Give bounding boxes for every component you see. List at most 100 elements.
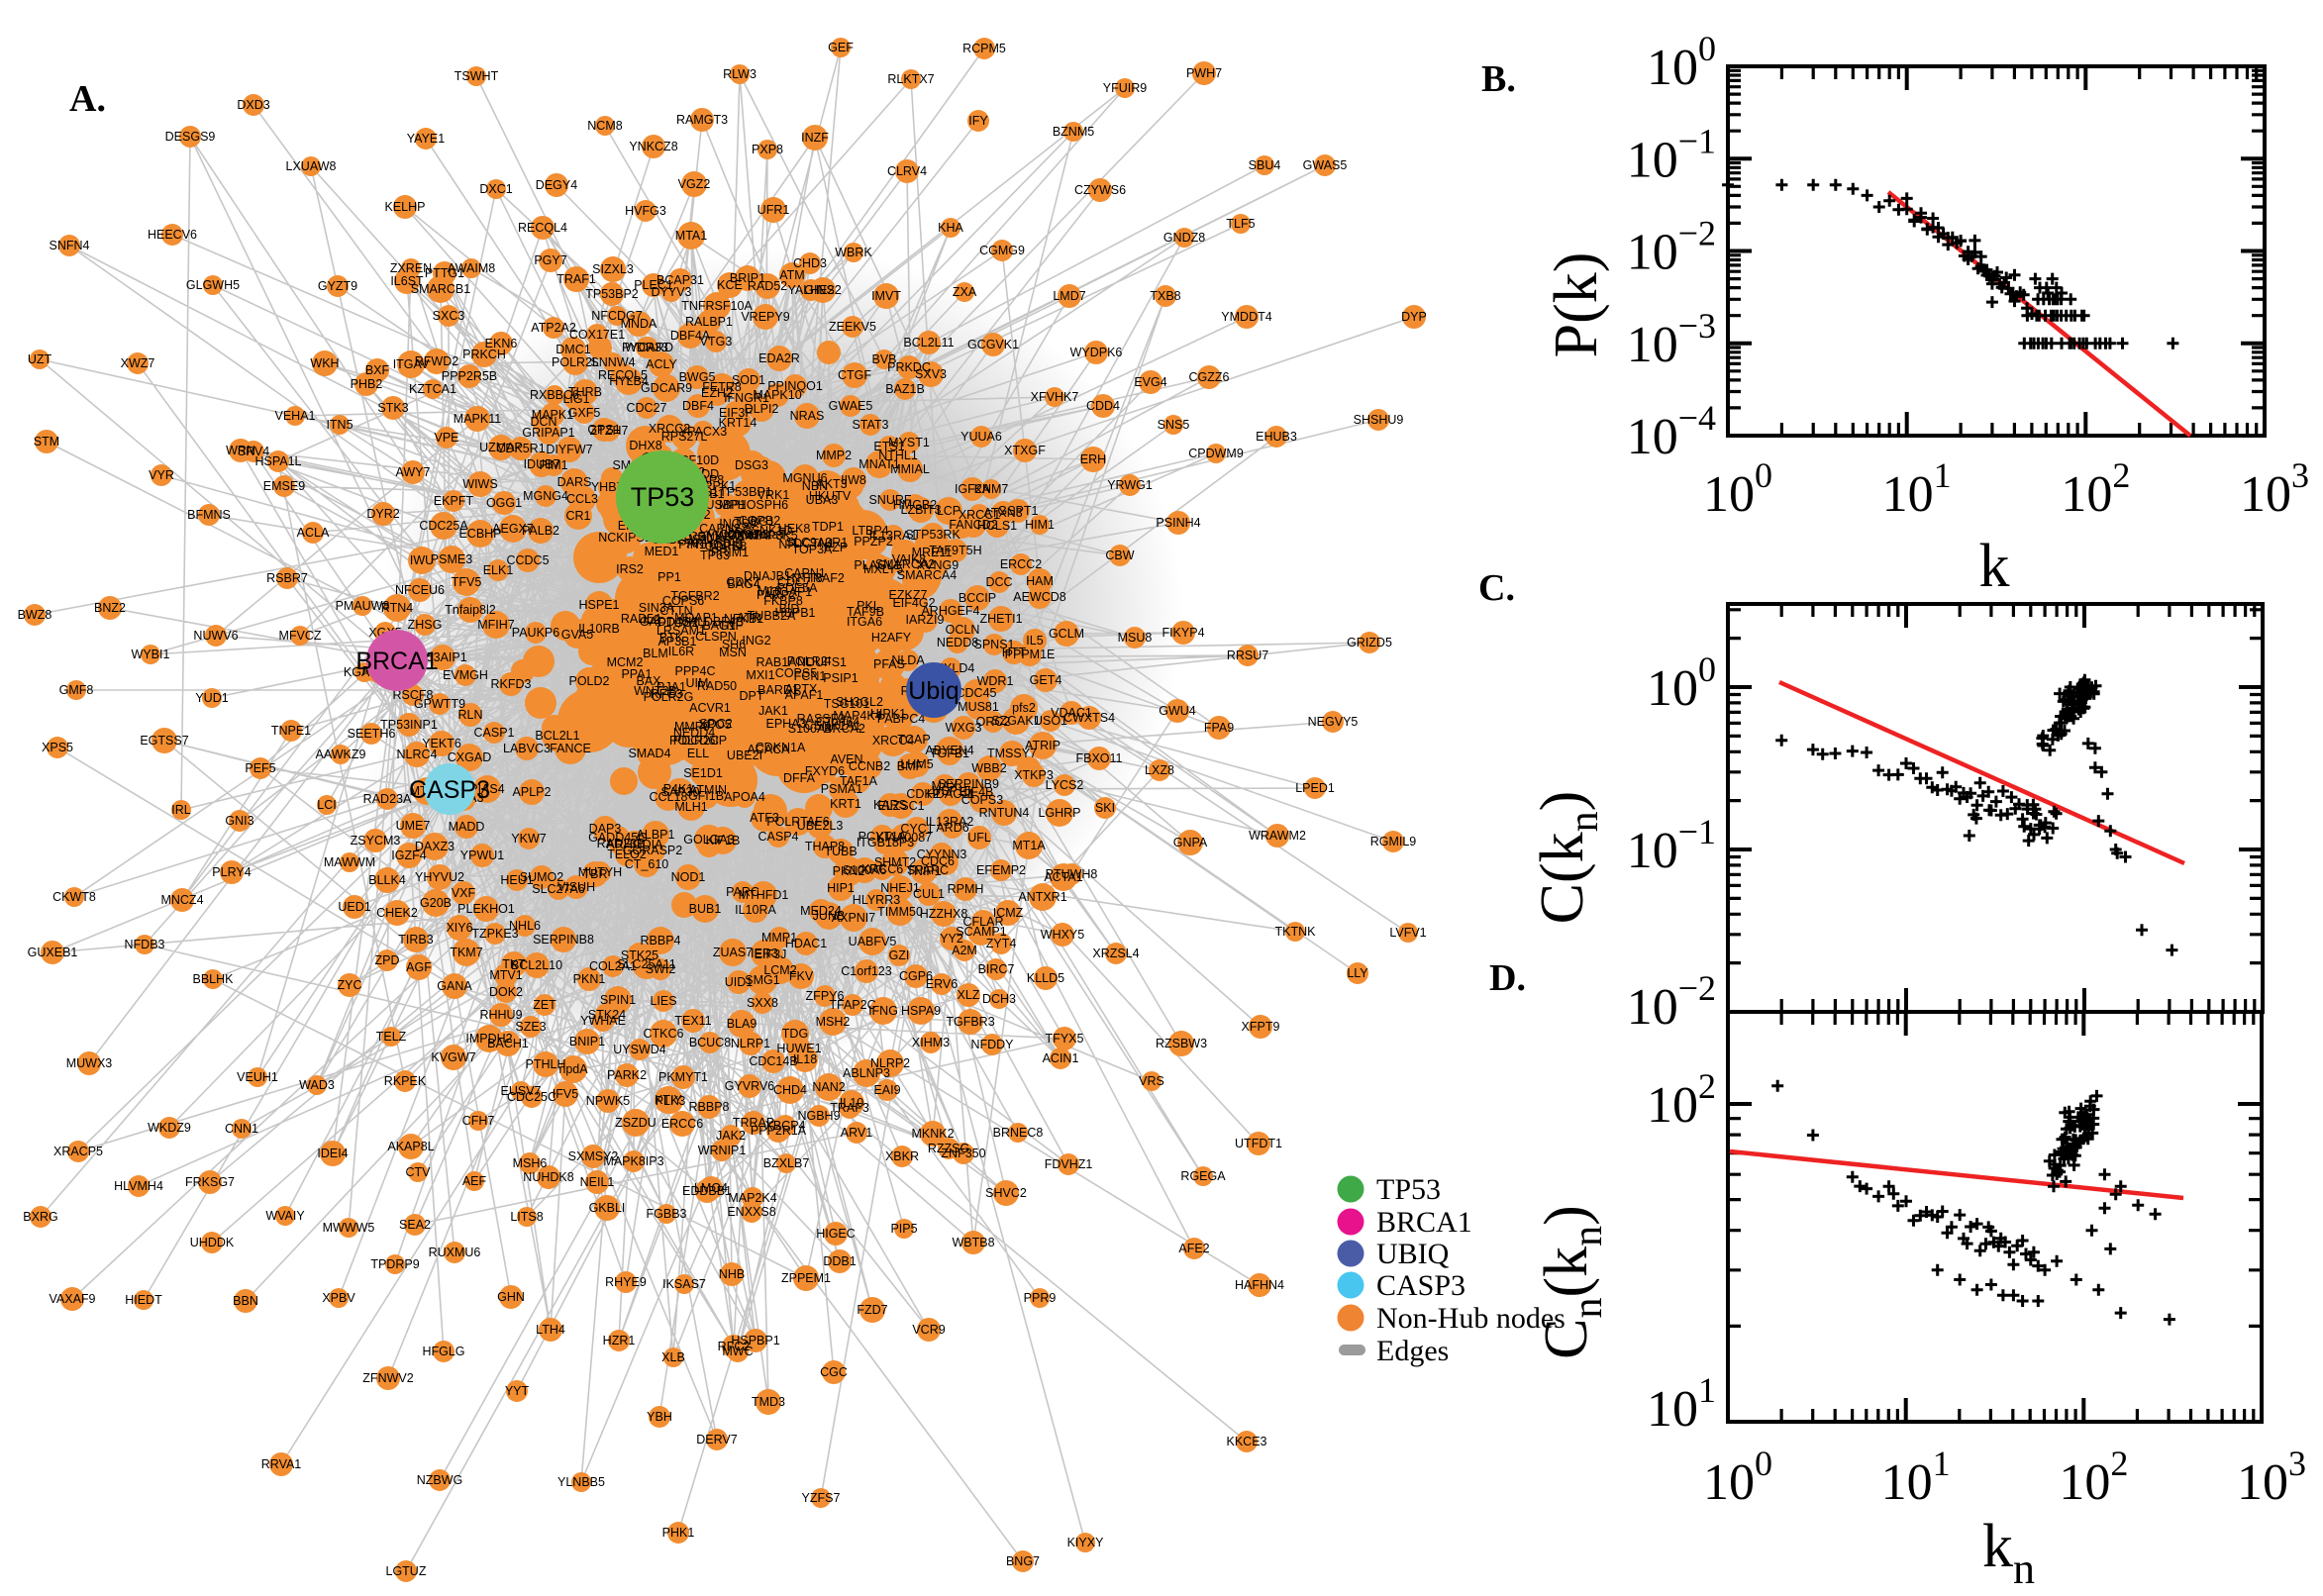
svg-text:M10: M10 [758,584,781,598]
svg-text:TRRAP: TRRAP [733,1116,774,1130]
svg-text:PSME3: PSME3 [431,552,472,566]
svg-text:FZD7: FZD7 [857,1303,887,1317]
svg-text:XIY6: XIY6 [446,921,472,935]
svg-text:STM: STM [34,435,59,449]
svg-text:ZNF350: ZNF350 [941,1147,985,1160]
svg-text:ACLA: ACLA [297,526,330,540]
svg-text:SZGAK1: SZGAK1 [991,714,1040,728]
svg-text:TDG: TDG [782,1027,808,1041]
svg-text:k: k [1979,533,2010,600]
svg-text:UID1: UID1 [725,975,754,989]
svg-text:MXLY5: MXLY5 [863,562,903,576]
svg-text:BZXLB7: BZXLB7 [763,1156,810,1170]
svg-text:PARK2: PARK2 [607,1068,647,1082]
svg-text:BRIP1: BRIP1 [730,271,765,285]
svg-text:YZFS7: YZFS7 [802,1491,841,1505]
svg-text:BZNM5: BZNM5 [1053,125,1094,139]
svg-text:APTX: APTX [785,682,818,696]
svg-text:BMF: BMF [897,759,924,773]
svg-text:AP3B1: AP3B1 [658,635,697,648]
svg-text:SERPINB9: SERPINB9 [938,777,999,791]
svg-text:CASP1: CASP1 [474,726,515,740]
svg-text:TMD3: TMD3 [752,1395,785,1409]
svg-text:MMIAL: MMIAL [890,462,930,476]
svg-text:BBN: BBN [233,1294,258,1308]
svg-text:NUHDK8: NUHDK8 [523,1170,573,1184]
svg-text:DOK2: DOK2 [489,985,523,999]
svg-text:BBLHK: BBLHK [193,972,235,986]
svg-text:PLEC1: PLEC1 [634,278,673,292]
svg-text:MAPK10: MAPK10 [753,388,801,402]
svg-text:IL6R: IL6R [668,645,694,658]
svg-text:SMARCB1: SMARCB1 [411,282,470,296]
svg-text:RPS27L: RPS27L [661,430,708,444]
svg-text:MMP2: MMP2 [816,449,852,462]
svg-text:RBBP8: RBBP8 [689,1100,730,1114]
svg-text:D.: D. [1489,957,1526,999]
svg-text:ZFPY6: ZFPY6 [806,989,845,1003]
svg-text:RFC2: RFC2 [718,1340,751,1353]
svg-text:CSNK1D: CSNK1D [743,524,793,538]
svg-text:Cn(kn): Cn(kn) [1533,1205,1611,1359]
svg-text:PAUKP6: PAUKP6 [512,626,559,640]
svg-text:EIF4G2: EIF4G2 [892,596,935,610]
svg-text:PSMA1: PSMA1 [821,782,862,796]
svg-text:LCP: LCP [937,504,960,518]
svg-text:EVMGH: EVMGH [443,668,488,682]
svg-text:DESGS9: DESGS9 [165,130,216,144]
svg-text:YEKT6: YEKT6 [422,737,461,750]
svg-text:HMGB2: HMGB2 [893,498,938,512]
svg-text:NEDD8: NEDD8 [937,636,978,649]
svg-text:MED24: MED24 [800,904,842,918]
svg-text:PCYT1A: PCYT1A [858,830,907,844]
svg-text:IFV5: IFV5 [553,1087,578,1101]
svg-text:BCCIP: BCCIP [959,591,996,605]
svg-text:DBF4B: DBF4B [704,615,744,629]
svg-text:WBTB8: WBTB8 [952,1236,994,1249]
svg-text:PDE5A: PDE5A [777,581,819,595]
svg-text:TP53BP2: TP53BP2 [585,287,639,301]
svg-text:HIPK1: HIPK1 [870,707,906,721]
svg-text:ZSZDU: ZSZDU [615,1116,656,1130]
svg-text:CSNK1A1: CSNK1A1 [805,719,861,733]
svg-text:CCDC5: CCDC5 [506,553,549,567]
svg-text:MTV1: MTV1 [489,968,522,982]
svg-text:TUBG1: TUBG1 [734,515,775,529]
svg-text:IL10RB: IL10RB [578,622,620,636]
svg-text:BAG1: BAG1 [702,619,735,633]
svg-text:FKBP8: FKBP8 [763,594,803,608]
svg-text:Non-Hub nodes: Non-Hub nodes [1376,1302,1566,1335]
svg-text:TRAF3: TRAF3 [830,1101,869,1115]
svg-text:NHB: NHB [719,1267,745,1281]
svg-text:IL10: IL10 [840,1096,863,1110]
svg-text:EDA2R: EDA2R [758,351,800,365]
svg-text:CDC6: CDC6 [921,854,955,868]
svg-text:YRWG1: YRWG1 [1107,478,1153,492]
svg-text:DAXZ3: DAXZ3 [415,840,454,853]
svg-text:WRN: WRN [226,444,255,457]
svg-text:TOP3A: TOP3A [792,543,833,556]
svg-text:NUWV6: NUWV6 [193,629,238,643]
svg-text:IWU: IWU [410,553,434,567]
svg-text:MOAP1: MOAP1 [674,611,718,625]
svg-text:COX17E1: COX17E1 [569,328,625,342]
svg-text:101: 101 [1647,1370,1716,1438]
svg-text:ACTA1: ACTA1 [1044,870,1082,884]
svg-text:AWAIM8: AWAIM8 [448,261,495,275]
svg-text:NEIL1: NEIL1 [580,1175,615,1189]
svg-text:EKN6: EKN6 [485,337,518,350]
svg-text:CDD4: CDD4 [1086,399,1120,413]
svg-text:BXF: BXF [365,363,390,377]
svg-text:BLLK4: BLLK4 [368,873,406,887]
svg-text:KRT14: KRT14 [719,416,758,430]
svg-text:SEA2: SEA2 [399,1218,431,1232]
svg-text:CDK2deltaT: CDK2deltaT [719,528,786,542]
svg-text:DYP: DYP [1401,310,1427,324]
svg-text:CFH7: CFH7 [462,1114,495,1128]
svg-text:SNNW4: SNNW4 [590,355,635,369]
svg-text:ERCC2: ERCC2 [1000,557,1042,571]
svg-text:ZEEKV5: ZEEKV5 [829,320,876,334]
svg-text:MAPK1: MAPK1 [532,408,573,422]
svg-text:SIZXL3: SIZXL3 [592,262,634,276]
svg-text:UZMAP: UZMAP [479,441,523,454]
